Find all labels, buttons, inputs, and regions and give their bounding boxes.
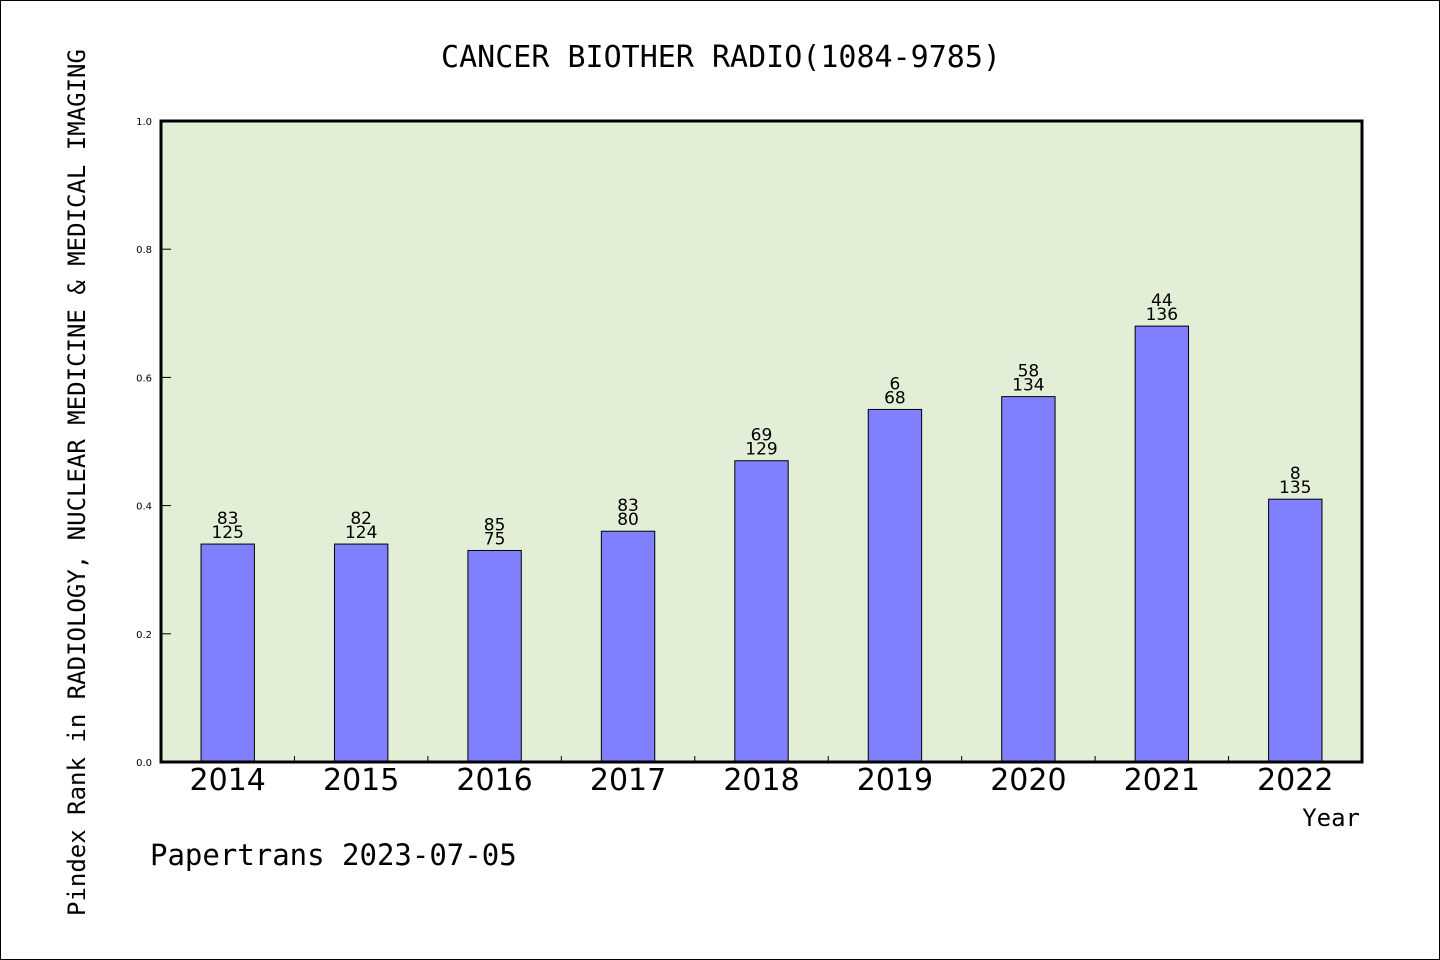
bar-label-bottom: 80 bbox=[617, 510, 639, 530]
bar-label-top: 6 bbox=[890, 374, 901, 394]
bar-label-top: 69 bbox=[751, 426, 773, 446]
footer-credit: Papertrans 2023-07-05 bbox=[150, 838, 517, 872]
x-tick-label: 2019 bbox=[857, 763, 933, 798]
x-tick-label: 2017 bbox=[590, 763, 666, 798]
bar-label-bottom: 129 bbox=[745, 440, 777, 460]
y-axis-label: Pindex Rank in RADIOLOGY, NUCLEAR MEDICI… bbox=[63, 49, 91, 916]
x-tick-label: 2015 bbox=[323, 763, 399, 798]
chart-title: CANCER BIOTHER RADIO(1084-9785) bbox=[441, 40, 1001, 75]
x-tick-label: 2016 bbox=[456, 763, 532, 798]
bar-label-bottom: 68 bbox=[884, 388, 906, 408]
bar bbox=[1268, 498, 1323, 763]
bar bbox=[1001, 396, 1056, 763]
plot-frame bbox=[159, 119, 1364, 764]
x-tick-label: 2022 bbox=[1257, 763, 1333, 798]
bar-label-bottom: 136 bbox=[1146, 305, 1178, 325]
x-tick-label: 2021 bbox=[1124, 763, 1200, 798]
bar-label-top: 83 bbox=[217, 509, 239, 529]
bar-label-top: 83 bbox=[617, 496, 639, 516]
bar bbox=[200, 543, 255, 763]
y-tick-label: 0.8 bbox=[136, 245, 152, 256]
bar-label-top: 8 bbox=[1290, 464, 1301, 484]
bar-label-bottom: 134 bbox=[1012, 376, 1044, 396]
bar-label-top: 58 bbox=[1018, 362, 1040, 382]
bar bbox=[600, 530, 656, 763]
y-tick-label: 0.2 bbox=[136, 630, 152, 641]
bar-label-bottom: 135 bbox=[1279, 478, 1311, 498]
y-tick-label: 0.4 bbox=[136, 502, 152, 513]
bar-label-top: 44 bbox=[1151, 291, 1173, 311]
bar-label-bottom: 124 bbox=[345, 523, 377, 543]
bar bbox=[333, 543, 389, 763]
x-tick-label: 2018 bbox=[723, 763, 799, 798]
bar bbox=[1134, 325, 1190, 763]
y-tick-label: 0.6 bbox=[136, 373, 152, 384]
bar bbox=[467, 549, 522, 763]
x-tick-label: 2014 bbox=[190, 763, 266, 798]
bar bbox=[867, 408, 923, 763]
y-tick-label: 1.0 bbox=[136, 117, 152, 128]
bar-label-bottom: 125 bbox=[211, 523, 243, 543]
bar-label-top: 85 bbox=[484, 515, 506, 535]
x-ticks: 2014 2015 2016 2017 2018 2019 2020 2021 2022 bbox=[190, 756, 1333, 798]
bar-label-bottom: 75 bbox=[484, 529, 506, 549]
y-tick-label: 0.0 bbox=[136, 758, 152, 769]
x-tick-label: 2020 bbox=[990, 763, 1066, 798]
bar-label-top: 82 bbox=[350, 509, 372, 529]
bar bbox=[734, 460, 789, 763]
x-axis-label: Year bbox=[1302, 804, 1360, 832]
